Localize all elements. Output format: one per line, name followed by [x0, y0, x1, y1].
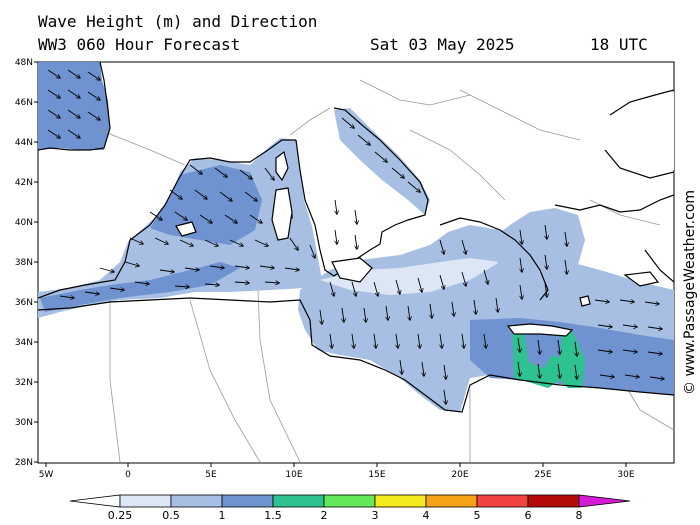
- coastlines: [38, 62, 674, 413]
- legend-segment: [272, 494, 325, 508]
- lat-label: 40N: [15, 218, 33, 228]
- lon-label: 20E: [451, 470, 468, 480]
- legend-tick-label: 2: [321, 509, 328, 522]
- lon-label: 0: [125, 470, 131, 480]
- arrow-group-biscay: [47, 69, 100, 138]
- sea-bay-of-biscay: [38, 62, 110, 150]
- forecast-model: WW3 060 Hour Forecast: [38, 35, 241, 54]
- longitude-axis: 5W 0 5E 10E 15E 20E 25E 30E: [39, 463, 635, 480]
- legend-segment: [578, 494, 631, 508]
- sea-black-sea: [605, 92, 674, 178]
- wave-direction-arrows: [47, 69, 664, 404]
- lon-label: 10E: [285, 470, 302, 480]
- lat-label: 36N: [15, 298, 33, 308]
- legend-tick-label: 0.5: [162, 509, 180, 522]
- wave-peak-crete: [512, 328, 585, 388]
- lat-label: 48N: [15, 58, 33, 68]
- legend-tick-label: 0.25: [108, 509, 133, 522]
- legend-segment: [425, 494, 478, 508]
- island-corsica: [275, 150, 289, 182]
- legend-tick-label: 6: [525, 509, 532, 522]
- forecast-date: Sat 03 May 2025: [370, 35, 515, 54]
- legend-segment: [69, 494, 121, 508]
- legend-segment: [527, 494, 580, 508]
- island-cyprus: [623, 271, 660, 287]
- lon-label: 30E: [617, 470, 634, 480]
- lat-label: 46N: [15, 98, 33, 108]
- lat-label: 42N: [15, 178, 33, 188]
- legend-segment: [170, 494, 223, 508]
- lon-label: 15E: [368, 470, 385, 480]
- island-sardinia: [271, 187, 293, 241]
- color-scale-legend: 0.25 0.5 1 1.5 2 3 4 5 6 8: [69, 494, 631, 522]
- forecast-time: 18 UTC: [590, 35, 648, 54]
- legend-tick-label: 3: [372, 509, 379, 522]
- map-title: Wave Height (m) and Direction: [38, 12, 318, 31]
- lat-label: 28N: [15, 458, 33, 468]
- lat-label: 30N: [15, 418, 33, 428]
- legend-tick-label: 1: [219, 509, 226, 522]
- legend-tick-label: 8: [576, 509, 583, 522]
- legend-segment: [476, 494, 529, 508]
- legend-tick-label: 4: [423, 509, 430, 522]
- lat-label: 38N: [15, 258, 33, 268]
- lat-label: 34N: [15, 338, 33, 348]
- legend-tick-label: 1.5: [264, 509, 282, 522]
- islands: [175, 150, 660, 337]
- legend-segment: [323, 494, 376, 508]
- lat-label: 32N: [15, 378, 33, 388]
- lon-label: 5E: [205, 470, 217, 480]
- lat-label: 44N: [15, 138, 33, 148]
- arrow-group-adriatic: [341, 117, 420, 192]
- island-balearics: [175, 221, 197, 237]
- sea-adriatic: [334, 108, 430, 215]
- island-crete: [506, 323, 574, 337]
- legend-tick-label: 5: [474, 509, 481, 522]
- legend-segment: [221, 494, 274, 508]
- sea-aegean: [490, 208, 585, 295]
- arrow-group-eastern-med: [518, 224, 664, 379]
- lon-label: 5W: [39, 470, 54, 480]
- legend-segment: [119, 494, 172, 508]
- legend-segment: [374, 494, 427, 508]
- island-sicily: [331, 257, 373, 283]
- watermark: © www.PassageWeather.com: [682, 190, 698, 395]
- latitude-axis: 48N 46N 44N 42N 40N 38N 36N 34N 32N 30N …: [15, 58, 38, 468]
- island-rhodes: [579, 295, 591, 307]
- lon-label: 25E: [534, 470, 551, 480]
- arrow-group-central-med: [320, 199, 498, 404]
